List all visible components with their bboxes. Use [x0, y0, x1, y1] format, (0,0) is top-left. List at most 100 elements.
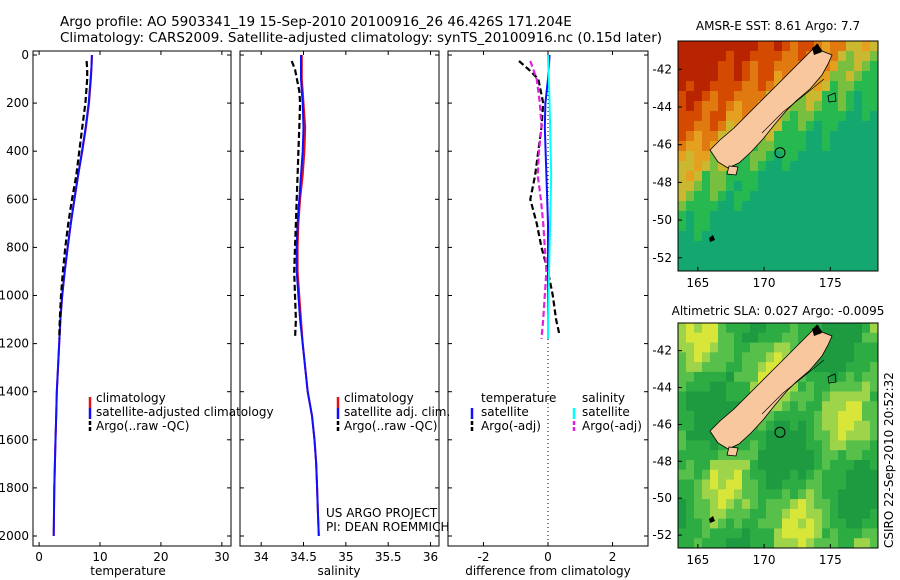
south-island-shape [709, 43, 833, 169]
heatmap-cell [750, 518, 759, 530]
heatmap-cell [726, 401, 735, 412]
heatmap-cell [862, 401, 871, 412]
heatmap-cell [830, 342, 839, 353]
heatmap-cell [814, 131, 823, 142]
heatmap-cell [710, 131, 719, 142]
heatmap-cell [774, 459, 783, 471]
heatmap-cell [686, 141, 695, 152]
heatmap-cell [742, 371, 751, 383]
heatmap-cell [694, 221, 703, 232]
heatmap-cell [774, 430, 783, 441]
heatmap-cell [702, 141, 711, 152]
heatmap-cell [838, 411, 847, 422]
heatmap-cell [686, 420, 695, 432]
heatmap-cell [830, 171, 839, 182]
heatmap-cell [830, 411, 839, 422]
project-credit: US ARGO PROJECT [326, 506, 438, 520]
heatmap-cell [854, 241, 863, 252]
heatmap-cell [758, 261, 767, 271]
heatmap-cell [758, 191, 767, 202]
heatmap-cell [678, 111, 687, 122]
heatmap-cell [750, 151, 759, 162]
heatmap-cell [862, 430, 871, 441]
heatmap-cell [798, 518, 807, 530]
heatmap-cell [830, 181, 839, 192]
heatmap-cell [782, 201, 791, 212]
heatmap-cell [806, 171, 815, 182]
heatmap-cell [870, 459, 878, 471]
heatmap-cell [838, 450, 847, 461]
heatmap-cell [854, 420, 863, 432]
heatmap-cell [822, 469, 831, 481]
heatmap-cell [686, 251, 695, 262]
legend-label-argo: Argo(..raw -QC) [96, 419, 189, 433]
heatmap-cell [678, 499, 687, 510]
heatmap-cell [862, 241, 871, 252]
heatmap-cell [830, 391, 839, 402]
heatmap-cell [758, 362, 767, 373]
legend-label-satellite-adjusted: satellite-adjusted climatology [96, 405, 274, 419]
heatmap-cell [678, 362, 687, 373]
heatmap-cell [830, 41, 839, 52]
series-line-salinity-satellite [547, 54, 553, 339]
heatmap-cell [694, 211, 703, 222]
heatmap-cell [686, 191, 695, 202]
heatmap-cell [862, 41, 871, 52]
heatmap-cell [790, 342, 799, 353]
heatmap-cell [806, 41, 815, 52]
heatmap-cell [774, 499, 783, 510]
heatmap-cell [694, 391, 703, 402]
heatmap-cell [782, 430, 791, 441]
heatmap-cell [742, 499, 751, 510]
heatmap-cell [822, 181, 831, 192]
heatmap-cell [806, 381, 815, 393]
heatmap-cell [694, 528, 703, 539]
heatmap-cell [742, 191, 751, 202]
heatmap-cell [718, 469, 727, 481]
shelf-contour [761, 359, 825, 415]
heatmap-cell [678, 241, 687, 252]
heatmap-cell [694, 101, 703, 112]
heatmap-cell [822, 141, 831, 152]
heatmap-cell [830, 352, 839, 363]
heatmap-cell [854, 332, 863, 344]
heatmap-cell [686, 508, 695, 520]
heatmap-cell [782, 323, 791, 334]
heatmap-cell [694, 231, 703, 242]
heatmap-cell [806, 323, 815, 334]
heatmap-cell [798, 538, 807, 548]
heatmap-cell [686, 51, 695, 62]
difference-plot-area [518, 51, 561, 546]
heatmap-cell [686, 469, 695, 481]
heatmap-cell [870, 332, 878, 344]
heatmap-cell [822, 221, 831, 232]
heatmap-cell [862, 469, 871, 481]
heatmap-cell [862, 211, 871, 222]
heatmap-cell [678, 518, 687, 530]
heatmap-cell [862, 381, 871, 393]
heatmap-cell [702, 51, 711, 62]
heatmap-cell [846, 538, 855, 548]
series-line-salinity-argo-adj [529, 60, 548, 339]
heatmap-cell [814, 362, 823, 373]
heatmap-cell [750, 489, 759, 500]
heatmap-cell [854, 518, 863, 530]
heatmap-cell [822, 211, 831, 222]
heatmap-cell [790, 489, 799, 500]
chatham-outline [827, 373, 837, 384]
heatmap-cell [710, 171, 719, 182]
heatmap-cell [798, 261, 807, 271]
map-y-tick-label: -52 [652, 528, 672, 542]
heatmap-cell [774, 171, 783, 182]
heatmap-cell [750, 101, 759, 112]
heatmap-cell [862, 371, 871, 383]
depth-tick-label: 1000 [0, 289, 29, 303]
heatmap-cell [678, 91, 687, 102]
depth-tick-label: 600 [6, 192, 29, 206]
heatmap-cell [678, 371, 687, 383]
heatmap-cell [710, 499, 719, 510]
heatmap-cell [750, 171, 759, 182]
heatmap-cell [726, 528, 735, 539]
heatmap-cell [734, 111, 743, 122]
heatmap-cell [870, 91, 878, 102]
